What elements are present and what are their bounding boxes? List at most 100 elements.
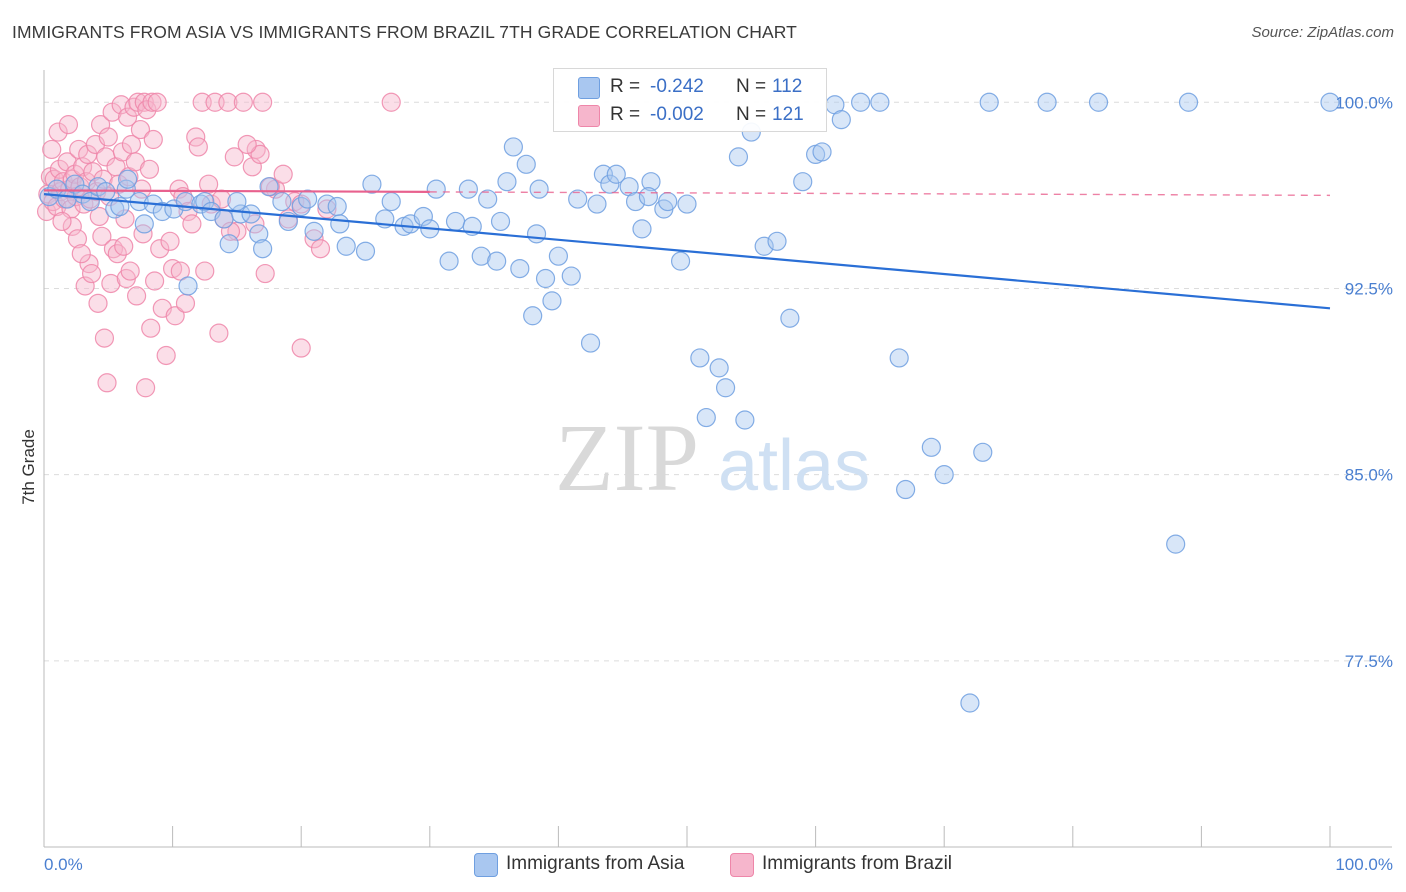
brazil-point [83, 162, 103, 182]
asia-point [117, 169, 138, 189]
asia-point [1037, 92, 1057, 112]
brazil-point [144, 271, 165, 291]
asia-point [381, 191, 401, 212]
brazil-point [130, 119, 151, 140]
brazil-point [381, 92, 401, 112]
brazil-point [71, 244, 91, 264]
asia-point [1178, 92, 1199, 112]
brazil-point [72, 157, 93, 177]
asia-point [658, 191, 678, 212]
asia-point [47, 179, 67, 199]
stats-asia-r-value: -0.242 [650, 76, 704, 97]
asia-point [580, 333, 601, 353]
asia-point [134, 214, 154, 234]
brazil-point [89, 206, 109, 227]
asia-point [526, 224, 547, 244]
asia-point [152, 201, 172, 222]
brazil-point [237, 134, 257, 155]
asia-point [298, 189, 318, 209]
asia-point [960, 693, 980, 713]
brazil-point [209, 323, 229, 343]
stats-brazil-n-value: 121 [772, 104, 804, 125]
asia-point [535, 268, 556, 289]
brazil-trend-line-dashed [429, 191, 1331, 197]
brazil-point [75, 276, 95, 296]
series-asia-points [39, 92, 1340, 713]
asia-point [831, 110, 851, 130]
brazil-point [195, 261, 215, 281]
asia-point [735, 410, 755, 430]
asia-point [445, 211, 466, 232]
brazil-point [255, 263, 275, 284]
brazil-point [42, 139, 62, 160]
asia-point [529, 179, 549, 199]
asia-point [542, 291, 562, 311]
legend-asia-label: Immigrants from Asia [506, 853, 685, 874]
asia-point [219, 234, 239, 254]
tick-labels: 77.5% 85.0% 92.5% 100.0% 0.0% 100.0% [44, 93, 1393, 874]
asia-point [851, 92, 871, 112]
brazil-point [81, 263, 102, 284]
brazil-point [143, 129, 163, 150]
asia-point [870, 92, 890, 112]
asia-point [793, 172, 813, 192]
brazil-point [245, 214, 265, 234]
brazil-point [132, 179, 152, 199]
asia-point [516, 154, 536, 174]
brazil-point [224, 147, 244, 167]
asia-point [227, 191, 247, 212]
y-tick-label: 100.0% [1335, 93, 1393, 112]
asia-point [510, 258, 530, 279]
asia-point [979, 92, 999, 112]
brazil-point [133, 224, 153, 244]
asia-point [214, 209, 234, 229]
asia-point [1088, 92, 1109, 112]
asia-point [889, 348, 909, 368]
brazil-point [139, 159, 160, 179]
brazil-point [62, 216, 82, 236]
brazil-point [117, 107, 138, 127]
brazil-point [156, 345, 176, 366]
stats-asia-n-label: N = [736, 76, 767, 97]
asia-point [503, 137, 523, 157]
brazil-point [52, 211, 72, 232]
asia-point [625, 191, 646, 212]
legend-brazil-label: Immigrants from Brazil [762, 853, 953, 874]
brazil-point [291, 338, 311, 358]
asia-point [497, 172, 517, 192]
brazil-point [47, 196, 67, 217]
brazil-point [250, 144, 270, 165]
asia-point [355, 241, 376, 261]
brazil-point [304, 229, 324, 249]
asia-point [523, 306, 543, 326]
asia-point [600, 174, 620, 194]
watermark-zip: ZIP [555, 404, 699, 511]
asia-point [638, 187, 659, 207]
stats-box: R = -0.242 N = 112 R = -0.002 N = 121 [553, 68, 827, 132]
y-tick-label: 85.0% [1345, 466, 1393, 485]
brazil-point [114, 236, 134, 256]
brazil-point [160, 231, 180, 251]
brazil-swatch [578, 105, 600, 127]
asia-point [780, 308, 800, 328]
asia-swatch [578, 77, 600, 99]
gridlines [44, 101, 1392, 662]
brazil-point [92, 226, 112, 246]
brazil-point [218, 92, 238, 112]
asia-point [641, 172, 661, 192]
brazil-point [182, 214, 202, 234]
asia-point [116, 179, 136, 199]
brazil-point [98, 127, 118, 147]
stats-asia-r-label: R = [610, 76, 641, 97]
watermark-atlas: atlas [718, 426, 870, 506]
asia-trend-line [43, 193, 1331, 310]
asia-point [471, 246, 491, 266]
asia-point [670, 251, 691, 271]
asia-point [336, 236, 356, 256]
chart-title: IMMIGRANTS FROM ASIA VS IMMIGRANTS FROM … [12, 22, 797, 42]
asia-point [65, 174, 85, 194]
legend-brazil-swatch [730, 853, 754, 877]
brazil-point [163, 258, 183, 279]
asia-point [231, 204, 251, 224]
brazil-point [188, 137, 208, 157]
